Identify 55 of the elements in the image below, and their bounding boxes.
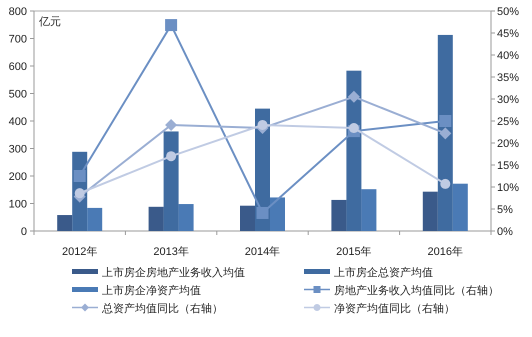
y-axis-title: 亿元 — [38, 16, 61, 28]
bar — [57, 215, 72, 231]
point — [74, 188, 85, 198]
bar — [164, 131, 179, 231]
x-tick-label: 2012年 — [62, 246, 98, 258]
y2-tick-label: 10% — [497, 182, 520, 194]
y-tick-label: 400 — [8, 116, 27, 128]
legend-label: 净资产均值同比（右轴） — [334, 302, 455, 315]
bar — [148, 206, 164, 231]
y2-tick-label: 5% — [497, 204, 514, 216]
y2-tick-label: 25% — [497, 116, 520, 128]
x-tick-label: 2015年 — [336, 246, 372, 258]
y2-tick-label: 50% — [497, 6, 520, 18]
point — [166, 151, 176, 162]
legend-label: 上市房企总资产均值 — [334, 266, 433, 279]
bar — [240, 206, 255, 231]
x-tick-label: 2016年 — [428, 246, 464, 258]
legend-label: 上市房企房地产业务收入均值 — [102, 266, 245, 279]
y2-tick-label: 20% — [497, 138, 520, 150]
y2-tick-label: 45% — [497, 28, 520, 40]
y-tick-label: 500 — [8, 88, 27, 100]
point — [165, 19, 178, 32]
bar — [361, 189, 376, 231]
bar — [452, 184, 468, 231]
y2-tick-label: 0% — [497, 226, 514, 238]
y2-tick-label: 35% — [497, 72, 520, 84]
point — [165, 118, 178, 131]
y-tick-label: 700 — [8, 34, 27, 46]
y2-tick-label: 40% — [497, 50, 520, 62]
y-tick-label: 0 — [20, 226, 27, 238]
y-tick-label: 800 — [8, 6, 27, 18]
y-tick-label: 200 — [8, 171, 27, 183]
y2-tick-label: 15% — [497, 160, 520, 172]
y-tick-label: 300 — [8, 144, 27, 156]
point — [439, 127, 452, 140]
bar — [87, 208, 102, 231]
y-tick-label: 600 — [8, 61, 27, 73]
point — [439, 115, 452, 127]
legend-label: 房地产业务收入均值同比（右轴） — [334, 284, 499, 297]
bar — [178, 204, 194, 231]
point — [348, 123, 359, 134]
y2-tick-label: 30% — [497, 94, 520, 106]
legend-label: 上市房企净资产均值 — [102, 284, 201, 297]
point — [74, 170, 86, 182]
legend-label: 总资产均值同比（右轴） — [101, 302, 223, 315]
x-tick-label: 2014年 — [244, 246, 280, 258]
point — [256, 206, 268, 219]
bar — [331, 200, 346, 231]
x-tick-label: 2013年 — [153, 246, 189, 258]
y-tick-label: 100 — [8, 198, 27, 210]
point — [348, 90, 360, 103]
bar — [270, 197, 285, 231]
bar — [422, 192, 438, 231]
point — [258, 120, 268, 130]
point — [440, 178, 450, 189]
